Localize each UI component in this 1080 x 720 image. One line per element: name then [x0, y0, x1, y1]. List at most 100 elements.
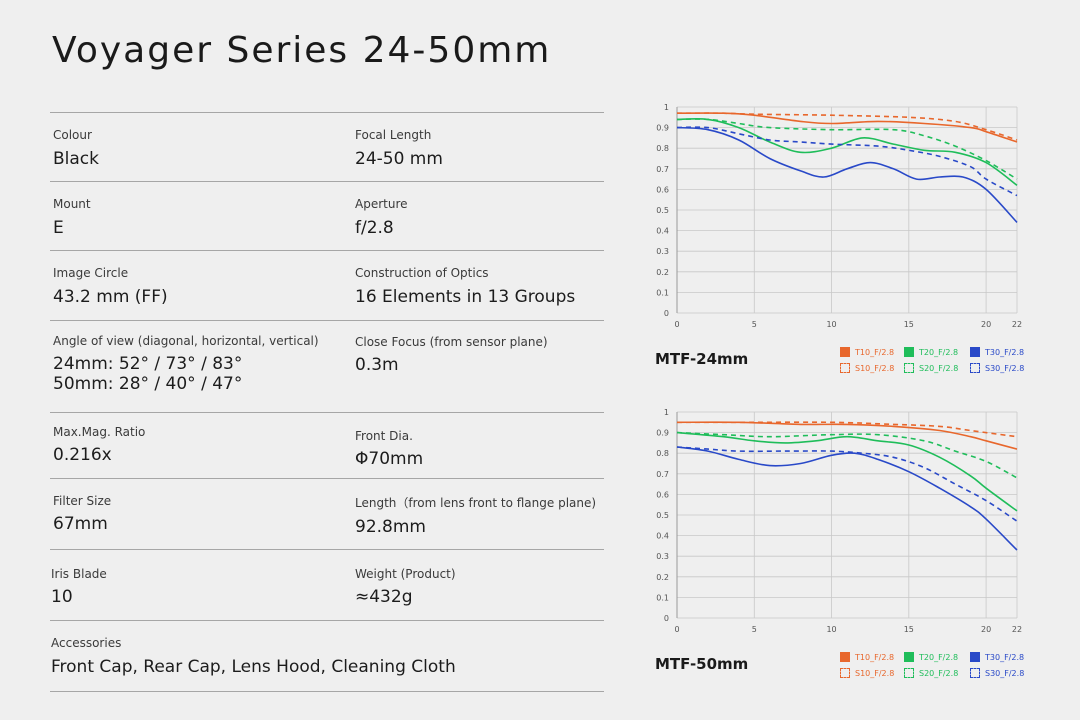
spec-value: 43.2 mm (FF): [53, 287, 168, 307]
y-tick-label: 0.4: [656, 227, 669, 236]
spec-cell: Construction of Optics 16 Elements in 13…: [355, 251, 575, 307]
y-tick-label: 0.5: [656, 206, 669, 215]
spec-value: 24-50 mm: [355, 149, 443, 169]
series-line-s10: [677, 421, 1018, 438]
spec-value: 24mm: 52° / 73° / 83°: [53, 354, 243, 374]
y-tick-label: 0.9: [656, 429, 669, 438]
x-tick-label: 10: [826, 320, 836, 329]
legend-swatch: [904, 668, 914, 678]
spec-label: Close Focus (from sensor plane): [355, 335, 548, 349]
series-line-t30: [676, 446, 1018, 551]
legend-label: T30_F/2.8: [985, 653, 1025, 662]
legend-label: S20_F/2.8: [919, 364, 959, 373]
x-tick-label: 10: [826, 625, 836, 634]
mtf-24mm-chart: 0 0.1 0.2 0.3 0.4 0.5 0.6 0.7 0.8 0.9 1 0 5 10 15 20 22 …: [640, 95, 1040, 385]
spec-cell: Colour Black: [53, 113, 99, 169]
series-line-s10: [676, 112, 1018, 141]
spec-value: Φ70mm: [355, 449, 424, 469]
spec-cell: Focal Length 24-50 mm: [355, 113, 443, 169]
spec-label: Iris Blade: [51, 567, 107, 581]
legend-label: T30_F/2.8: [985, 348, 1025, 357]
spec-row: Mount E Aperture f/2.8: [50, 181, 604, 250]
series-line-s20: [676, 118, 1018, 180]
spec-row: Iris Blade 10 Weight (Product) ≈432g: [50, 549, 604, 620]
spec-cell: Mount E: [53, 182, 91, 238]
spec-cell: Weight (Product) ≈432g: [355, 550, 456, 607]
x-tick-label: 0: [674, 320, 679, 329]
y-tick-label: 0.1: [656, 288, 669, 297]
y-tick-label: 0.4: [656, 532, 669, 541]
y-tick-label: 0.7: [656, 470, 669, 479]
x-tick-label: 22: [1012, 320, 1022, 329]
y-tick-label: 0.8: [656, 449, 669, 458]
spec-cell: Angle of view (diagonal, horizontal, ver…: [53, 321, 319, 394]
series-line-t20: [676, 431, 1018, 512]
spec-value: 0.216x: [53, 445, 112, 465]
specs-table: Colour Black Focal Length 24-50 mm Mount…: [50, 112, 604, 692]
legend-swatch: [904, 652, 914, 662]
spec-cell: Max.Mag. Ratio 0.216x: [53, 413, 145, 465]
spec-cell: Length（from lens front to flange plane) …: [355, 479, 596, 537]
spec-cell: Image Circle 43.2 mm (FF): [53, 251, 168, 307]
legend-swatch: [904, 347, 914, 357]
spec-label: Length（from lens front to flange plane): [355, 496, 597, 510]
spec-row: Colour Black Focal Length 24-50 mm: [50, 112, 604, 181]
legend-swatch: [970, 347, 980, 357]
x-tick-label: 15: [904, 625, 914, 634]
accessories-label: Accessories: [51, 636, 122, 650]
legend-label: S10_F/2.8: [855, 669, 895, 678]
spec-cell: Iris Blade 10: [51, 550, 107, 607]
accessories-row: Accessories Front Cap, Rear Cap, Lens Ho…: [50, 620, 604, 692]
legend-label: T10_F/2.8: [855, 348, 895, 357]
mtf-50mm-chart: 0 0.1 0.2 0.3 0.4 0.5 0.6 0.7 0.8 0.9 1 0 5 10 15 20 22 …: [640, 400, 1040, 690]
accessories-value: Front Cap, Rear Cap, Lens Hood, Cleaning…: [51, 657, 456, 677]
spec-label: Weight (Product): [355, 567, 456, 581]
legend-label: T20_F/2.8: [919, 653, 959, 662]
y-tick-label: 0.3: [656, 247, 669, 256]
spec-label: Aperture: [355, 197, 408, 211]
series-line-s30: [676, 446, 1018, 522]
spec-value: E: [53, 218, 64, 238]
x-tick-label: 5: [752, 320, 757, 329]
y-tick-label: 1: [664, 408, 669, 417]
x-tick-label: 0: [674, 625, 679, 634]
spec-value: 10: [51, 587, 73, 607]
spec-row: Image Circle 43.2 mm (FF) Construction o…: [50, 250, 604, 320]
series-line-t30: [676, 126, 1018, 223]
series-line-s30: [676, 126, 1018, 197]
legend-swatch: [970, 652, 980, 662]
legend-label: T20_F/2.8: [919, 348, 959, 357]
legend-swatch: [970, 668, 980, 678]
spec-label: Colour: [53, 128, 92, 142]
chart-legend: T10_F/2.8 T20_F/2.8 T30_F/2.8 S10_F/2.8 …: [840, 347, 1040, 381]
spec-value: Black: [53, 149, 99, 169]
spec-label: Front Dia.: [355, 429, 413, 443]
y-tick-label: 0.6: [656, 490, 669, 499]
spec-value: 67mm: [53, 514, 108, 534]
y-tick-label: 0.3: [656, 552, 669, 561]
spec-cell: Filter Size 67mm: [53, 479, 111, 534]
legend-label: S30_F/2.8: [985, 669, 1025, 678]
x-tick-label: 20: [981, 625, 991, 634]
series-line-t10: [676, 421, 1018, 450]
spec-row: Angle of view (diagonal, horizontal, ver…: [50, 320, 604, 412]
spec-label: Angle of view (diagonal, horizontal, ver…: [53, 334, 319, 348]
series-line-t20: [676, 117, 1018, 186]
spec-cell: Close Focus (from sensor plane) 0.3m: [355, 321, 548, 375]
chart-legend: T10_F/2.8 T20_F/2.8 T30_F/2.8 S10_F/2.8 …: [840, 652, 1040, 686]
x-tick-label: 20: [981, 320, 991, 329]
y-tick-label: 0.5: [656, 511, 669, 520]
spec-label: Max.Mag. Ratio: [53, 425, 146, 439]
y-tick-label: 1: [664, 103, 669, 112]
spec-label: Construction of Optics: [355, 266, 489, 280]
legend-swatch: [840, 347, 850, 357]
chart-title: MTF-24mm: [655, 350, 749, 368]
spec-value: 0.3m: [355, 355, 399, 375]
legend-swatch: [840, 363, 850, 373]
spec-value: ≈432g: [355, 587, 413, 607]
legend-swatch: [904, 363, 914, 373]
spec-label: Image Circle: [53, 266, 129, 280]
spec-label: Mount: [53, 197, 91, 211]
legend-label: S20_F/2.8: [919, 669, 959, 678]
spec-row: Max.Mag. Ratio 0.216x Front Dia. Φ70mm: [50, 412, 604, 478]
